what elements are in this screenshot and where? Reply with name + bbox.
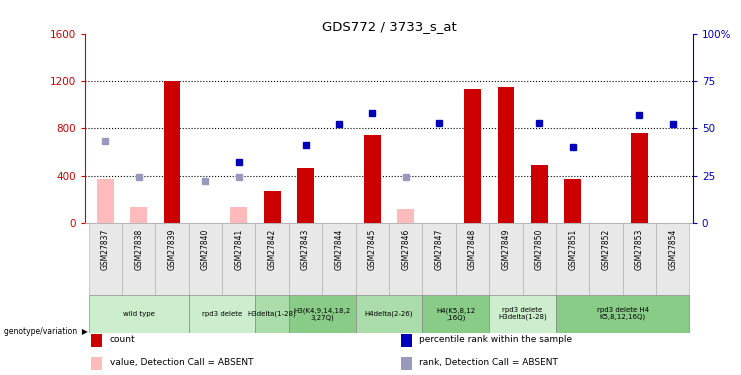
Bar xyxy=(89,295,189,333)
Bar xyxy=(422,295,489,333)
Text: rank, Detection Call = ABSENT: rank, Detection Call = ABSENT xyxy=(419,358,558,367)
Bar xyxy=(164,81,180,223)
Bar xyxy=(556,295,689,333)
Text: GSM27849: GSM27849 xyxy=(502,228,511,270)
Bar xyxy=(631,133,648,223)
Bar xyxy=(531,165,548,223)
Text: GSM27841: GSM27841 xyxy=(234,228,243,270)
Bar xyxy=(389,223,422,295)
Text: value, Detection Call = ABSENT: value, Detection Call = ABSENT xyxy=(110,358,253,367)
Bar xyxy=(91,334,102,347)
Bar xyxy=(464,89,481,223)
Title: GDS772 / 3733_s_at: GDS772 / 3733_s_at xyxy=(322,20,456,33)
Text: rpd3 delete H4
K5,8,12,16Q): rpd3 delete H4 K5,8,12,16Q) xyxy=(597,308,649,320)
Bar xyxy=(622,223,656,295)
Text: GSM27837: GSM27837 xyxy=(101,228,110,270)
Bar xyxy=(189,223,222,295)
Text: wild type: wild type xyxy=(123,311,155,317)
Bar xyxy=(256,223,289,295)
Text: rpd3 delete: rpd3 delete xyxy=(202,311,242,317)
Bar xyxy=(489,223,522,295)
Bar xyxy=(489,295,556,333)
Bar xyxy=(456,223,489,295)
Text: H3(K4,9,14,18,2
3,27Q): H3(K4,9,14,18,2 3,27Q) xyxy=(293,307,350,321)
Bar xyxy=(422,223,456,295)
Bar xyxy=(322,223,356,295)
Text: GSM27848: GSM27848 xyxy=(468,228,477,270)
Bar xyxy=(364,135,381,223)
Text: H3delta(1-28): H3delta(1-28) xyxy=(247,310,296,317)
Text: genotype/variation  ▶: genotype/variation ▶ xyxy=(4,327,87,336)
Text: GSM27839: GSM27839 xyxy=(167,228,176,270)
Bar xyxy=(230,207,247,223)
Bar xyxy=(122,223,156,295)
Bar xyxy=(565,179,581,223)
Bar xyxy=(356,295,422,333)
Bar xyxy=(97,179,113,223)
Text: GSM27847: GSM27847 xyxy=(435,228,444,270)
Text: GSM27846: GSM27846 xyxy=(401,228,411,270)
Bar xyxy=(656,223,689,295)
Bar xyxy=(556,223,589,295)
Text: GSM27853: GSM27853 xyxy=(635,228,644,270)
Text: GSM27851: GSM27851 xyxy=(568,228,577,270)
Text: rpd3 delete
H3delta(1-28): rpd3 delete H3delta(1-28) xyxy=(498,308,547,320)
Bar xyxy=(222,223,256,295)
Bar xyxy=(156,223,189,295)
Bar xyxy=(297,168,314,223)
Bar xyxy=(91,357,102,370)
Bar xyxy=(264,192,281,223)
Bar xyxy=(189,295,256,333)
Bar xyxy=(256,295,289,333)
Text: GSM27840: GSM27840 xyxy=(201,228,210,270)
Bar xyxy=(130,207,147,223)
Bar xyxy=(401,334,412,347)
Bar xyxy=(356,223,389,295)
Bar xyxy=(497,87,514,223)
Text: GSM27843: GSM27843 xyxy=(301,228,310,270)
Text: GSM27852: GSM27852 xyxy=(602,228,611,270)
Text: GSM27854: GSM27854 xyxy=(668,228,677,270)
Bar xyxy=(289,223,322,295)
Text: H4(K5,8,12
,16Q): H4(K5,8,12 ,16Q) xyxy=(436,307,476,321)
Bar xyxy=(589,223,622,295)
Text: H4delta(2-26): H4delta(2-26) xyxy=(365,310,413,317)
Bar xyxy=(401,357,412,370)
Bar xyxy=(89,223,122,295)
Text: GSM27838: GSM27838 xyxy=(134,228,143,270)
Text: GSM27842: GSM27842 xyxy=(268,228,276,270)
Text: GSM27850: GSM27850 xyxy=(535,228,544,270)
Bar xyxy=(289,295,356,333)
Text: count: count xyxy=(110,334,135,344)
Text: GSM27845: GSM27845 xyxy=(368,228,377,270)
Bar xyxy=(397,209,414,223)
Text: GSM27844: GSM27844 xyxy=(334,228,343,270)
Bar xyxy=(522,223,556,295)
Text: percentile rank within the sample: percentile rank within the sample xyxy=(419,334,573,344)
